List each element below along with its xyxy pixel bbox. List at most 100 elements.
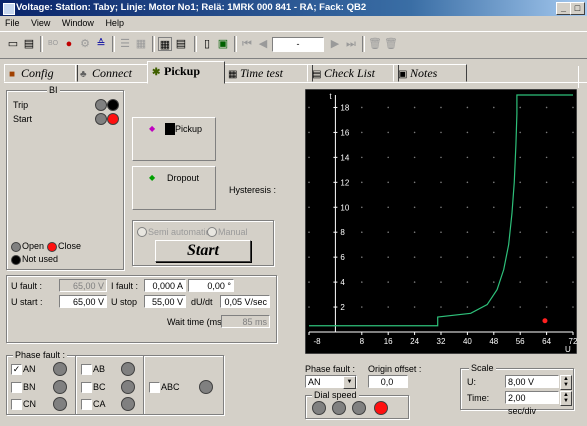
grid-dot [493,131,495,134]
u-start-field[interactable]: 65,00 V [59,295,107,308]
tab-check-list[interactable]: ▤ Check List [307,64,399,82]
grid-dot [387,181,389,184]
ab-lamp [121,362,135,376]
grid-view-icon[interactable]: ▦ [158,37,172,51]
abc-checkbox[interactable] [149,382,160,393]
grid-dot [519,156,521,159]
grid-dot [413,231,416,234]
grid-dot [387,131,389,134]
semi-automatic-radio[interactable] [137,227,147,237]
tool-icon[interactable]: ⚙ [80,38,90,50]
grid-dot [545,231,548,234]
grid-dot [361,181,363,184]
record-position-input[interactable]: - [272,37,324,52]
checklist-icon: ▤ [312,69,322,80]
cn-checkbox[interactable] [11,399,22,410]
grid-dot [361,206,363,209]
grid-dot [308,156,310,159]
scale-time-spinner[interactable]: ▲ ▼ [560,391,572,406]
grid-dot [466,256,469,258]
not-used-legend-label: Not used [22,254,59,264]
angle-field[interactable]: 0,00 ° [188,279,234,292]
tab-pickup[interactable]: ✱ Pickup [147,61,225,84]
bc-lamp [121,380,135,394]
ab-checkbox[interactable] [81,364,92,375]
grid-dot [572,131,574,134]
grid-dot [440,131,442,134]
u-fault-field[interactable]: 65,00 V [59,279,107,292]
tab-config[interactable]: ■ Config [4,64,78,82]
not-used-legend-lamp [11,255,21,265]
cn-label: CN [23,399,36,409]
monitor-icon[interactable]: ▣ [217,38,229,50]
chevron-down-icon[interactable]: ▼ [343,376,356,389]
i-fault-field[interactable]: 0,000 A [144,279,186,292]
grid-icon[interactable]: ▦ [135,38,147,50]
u-stop-field[interactable]: 55,00 V [144,295,186,308]
scale-u-spinner[interactable]: ▲ ▼ [560,375,572,390]
origin-offset-field[interactable]: 0,0 [368,375,408,388]
record-icon[interactable]: ● [65,38,73,50]
next-record-icon[interactable]: ▶ [330,38,340,50]
table-view-icon[interactable]: ▤ [175,38,187,50]
tab-time-test[interactable]: ▦ Time test [223,64,313,82]
tab-notes[interactable]: ▣ Notes [393,64,467,82]
bn-checkbox[interactable] [11,382,22,393]
ca-checkbox[interactable] [81,399,92,410]
open-legend-label: Open [22,241,45,251]
grid-dot [519,231,521,234]
trash-icon[interactable]: 🗑 [368,38,382,50]
dial-speed-4-button[interactable] [374,401,388,415]
grid-dot [440,281,442,283]
tab-scrollbar[interactable] [578,66,587,88]
i-fault-label: I fault : [111,281,139,291]
window-title: Voltage: Station: Taby; Linje: Motor No1… [16,2,367,13]
manual-radio[interactable] [207,227,217,237]
grid-dot [308,181,310,184]
ca-label: CA [93,399,106,409]
bc-checkbox[interactable] [81,382,92,393]
document-icon[interactable]: ▯ [203,38,211,50]
list-icon[interactable]: ☰ [120,38,130,50]
bo-icon[interactable]: BO [47,40,59,47]
wave-icon[interactable]: ≙ [96,38,106,50]
phase-fault-caption: Phase fault : [13,350,68,360]
grid-dot [413,106,416,109]
grid-dot [387,106,389,109]
print-icon[interactable]: ▤ [23,38,35,50]
dropout-label: Dropout [167,173,200,183]
dial-speed-3-button[interactable] [352,401,366,415]
grid-dot [545,281,548,283]
ab-label: AB [93,364,106,374]
du-dt-field[interactable]: 0,05 V/sec [220,295,270,308]
grid-dot [387,306,389,308]
grid-dot [308,131,310,134]
menu-file[interactable]: File [5,18,20,28]
scale-time-field[interactable]: 2,00 sec/div [505,391,559,416]
scale-u-field[interactable]: 8,00 V [505,375,559,388]
first-record-icon[interactable]: ⏮ [242,38,252,50]
grid-dot [519,306,521,308]
last-record-icon[interactable]: ⏭ [346,38,356,50]
prev-record-icon[interactable]: ◀ [258,38,268,50]
grid-dot [545,106,548,109]
delete-all-icon[interactable]: 🗑 [384,38,398,50]
start-button[interactable]: Start [155,240,251,262]
tab-connect[interactable]: ♣ Connect [75,64,157,82]
maximize-button[interactable]: □ [570,2,585,15]
new-file-icon[interactable]: ▭ [7,38,19,50]
minimize-button[interactable]: _ [556,2,571,15]
close-legend-label: Close [58,241,82,251]
pickup-marker-icon: ◆ [149,124,156,133]
dial-speed-1-button[interactable] [312,401,326,415]
wait-time-field[interactable]: 85 ms [221,315,270,328]
phase-fault-select[interactable]: AN ▼ [305,375,357,389]
menu-view[interactable]: View [31,18,51,28]
menu-window[interactable]: Window [61,18,94,28]
grid-dot [493,206,495,209]
grid-dot [308,306,310,308]
grid-dot [361,231,363,234]
dial-speed-2-button[interactable] [332,401,346,415]
menu-help[interactable]: Help [105,18,124,28]
an-checkbox[interactable]: ✓ [11,364,22,375]
